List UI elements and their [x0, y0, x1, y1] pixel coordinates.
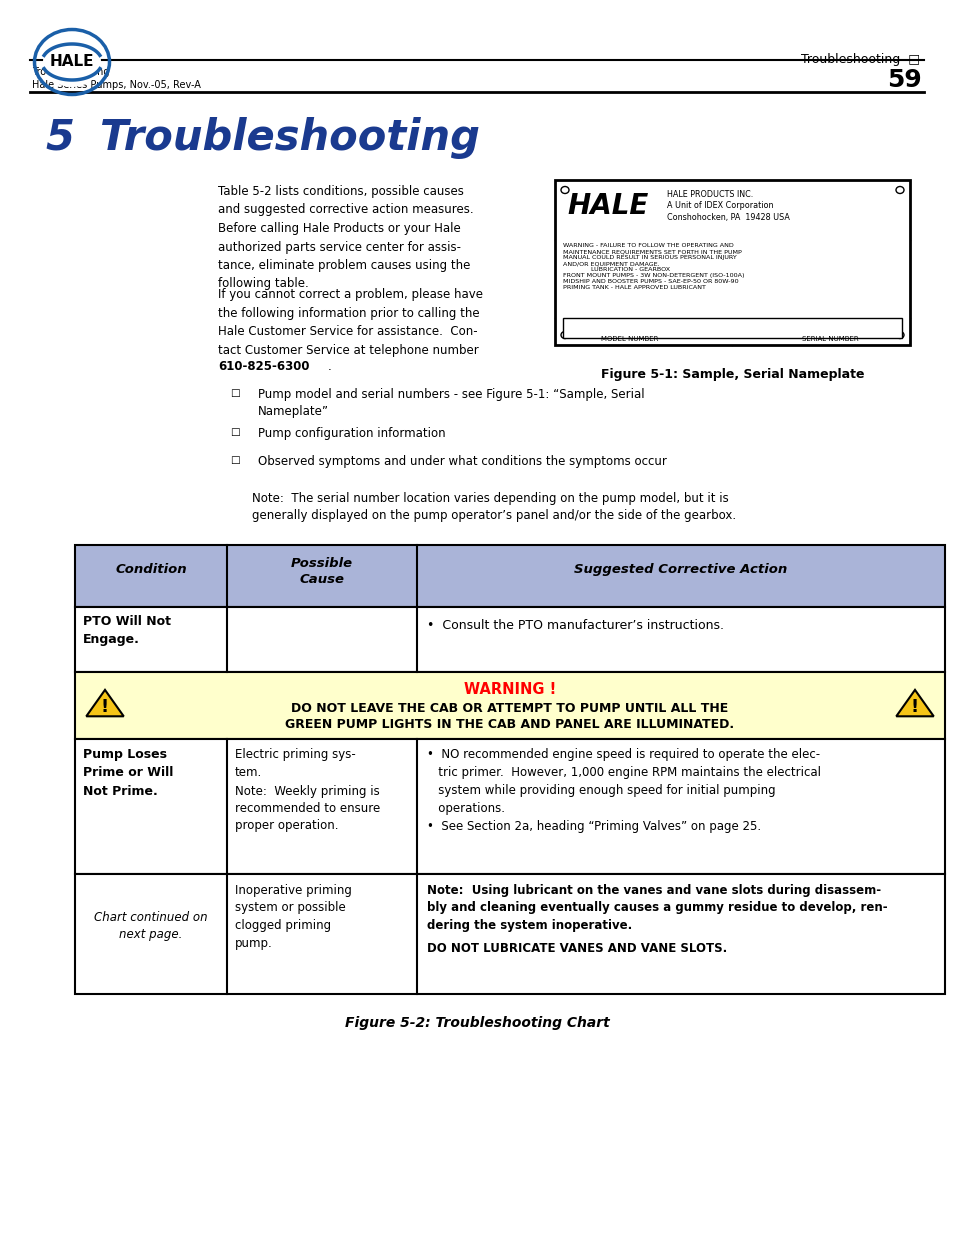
- Text: SERIAL NUMBER: SERIAL NUMBER: [801, 336, 858, 342]
- Text: Possible
Cause: Possible Cause: [291, 557, 353, 585]
- Ellipse shape: [895, 186, 903, 194]
- Text: !: !: [101, 698, 109, 716]
- Polygon shape: [86, 690, 124, 716]
- Text: HALE PRODUCTS INC.
A Unit of IDEX Corporation
Conshohocken, PA  19428 USA: HALE PRODUCTS INC. A Unit of IDEX Corpor…: [666, 190, 789, 222]
- Text: □: □: [230, 427, 239, 437]
- Text: Troubleshooting: Troubleshooting: [100, 117, 479, 159]
- Text: WARNING !: WARNING !: [463, 682, 556, 697]
- FancyBboxPatch shape: [75, 672, 944, 739]
- Text: DO NOT LEAVE THE CAB OR ATTEMPT TO PUMP UNTIL ALL THE: DO NOT LEAVE THE CAB OR ATTEMPT TO PUMP …: [291, 701, 728, 715]
- FancyBboxPatch shape: [555, 180, 909, 345]
- FancyBboxPatch shape: [562, 317, 901, 338]
- Text: 610-825-6300: 610-825-6300: [218, 359, 309, 373]
- Text: If you cannot correct a problem, please have
the following information prior to : If you cannot correct a problem, please …: [218, 288, 482, 357]
- FancyBboxPatch shape: [75, 545, 944, 606]
- FancyBboxPatch shape: [75, 739, 944, 874]
- Ellipse shape: [43, 37, 101, 86]
- Text: GREEN PUMP LIGHTS IN THE CAB AND PANEL ARE ILLUMINATED.: GREEN PUMP LIGHTS IN THE CAB AND PANEL A…: [285, 718, 734, 731]
- Text: Troubleshooting  □: Troubleshooting □: [801, 53, 919, 67]
- Text: PTO Will Not
Engage.: PTO Will Not Engage.: [83, 615, 171, 646]
- Text: Condition: Condition: [115, 563, 187, 576]
- Text: DO NOT LUBRICATE VANES AND VANE SLOTS.: DO NOT LUBRICATE VANES AND VANE SLOTS.: [427, 942, 726, 955]
- Text: Note:  Using lubricant on the vanes and vane slots during disassem-
bly and clea: Note: Using lubricant on the vanes and v…: [427, 884, 886, 932]
- FancyBboxPatch shape: [75, 606, 944, 672]
- Text: Pump model and serial numbers - see Figure 5-1: “Sample, Serial
Nameplate”: Pump model and serial numbers - see Figu…: [257, 388, 644, 417]
- Text: Observed symptoms and under what conditions the symptoms occur: Observed symptoms and under what conditi…: [257, 454, 666, 468]
- Polygon shape: [895, 690, 933, 716]
- Text: !: !: [910, 698, 918, 716]
- Ellipse shape: [895, 331, 903, 338]
- Text: Troubleshooting: Troubleshooting: [32, 67, 110, 77]
- Text: Chart continued on
next page.: Chart continued on next page.: [94, 911, 208, 941]
- Text: WARNING - FAILURE TO FOLLOW THE OPERATING AND
MAINTENANCE REQUIREMENTS SET FORTH: WARNING - FAILURE TO FOLLOW THE OPERATIN…: [562, 243, 743, 290]
- Text: .: .: [328, 359, 332, 373]
- Text: □: □: [230, 454, 239, 466]
- Text: Table 5-2 lists conditions, possible causes
and suggested corrective action meas: Table 5-2 lists conditions, possible cau…: [218, 185, 473, 290]
- Text: Figure 5-2: Troubleshooting Chart: Figure 5-2: Troubleshooting Chart: [344, 1016, 609, 1030]
- Text: □: □: [230, 388, 239, 398]
- Text: HALE: HALE: [50, 54, 94, 69]
- Text: 59: 59: [886, 68, 921, 91]
- Text: Pump configuration information: Pump configuration information: [257, 427, 445, 440]
- Text: 5: 5: [45, 117, 74, 159]
- FancyBboxPatch shape: [75, 874, 944, 994]
- Ellipse shape: [560, 331, 568, 338]
- Ellipse shape: [560, 186, 568, 194]
- Text: Suggested Corrective Action: Suggested Corrective Action: [574, 563, 787, 576]
- Text: Figure 5-1: Sample, Serial Nameplate: Figure 5-1: Sample, Serial Nameplate: [600, 368, 863, 382]
- Text: HALE: HALE: [566, 191, 648, 220]
- Text: Note:  The serial number location varies depending on the pump model, but it is
: Note: The serial number location varies …: [252, 492, 736, 522]
- Text: Inoperative priming
system or possible
clogged priming
pump.: Inoperative priming system or possible c…: [234, 884, 352, 950]
- Text: Electric priming sys-
tem.: Electric priming sys- tem.: [234, 748, 355, 778]
- Text: •  Consult the PTO manufacturer’s instructions.: • Consult the PTO manufacturer’s instruc…: [427, 619, 723, 632]
- Text: Hale Series Pumps, Nov.-05, Rev-A: Hale Series Pumps, Nov.-05, Rev-A: [32, 80, 201, 90]
- Text: •  NO recommended engine speed is required to operate the elec-
   tric primer. : • NO recommended engine speed is require…: [427, 748, 821, 832]
- Text: Pump Loses
Prime or Will
Not Prime.: Pump Loses Prime or Will Not Prime.: [83, 748, 173, 798]
- Text: MODEL NUMBER: MODEL NUMBER: [600, 336, 658, 342]
- Text: Note:  Weekly priming is
recommended to ensure
proper operation.: Note: Weekly priming is recommended to e…: [234, 785, 380, 832]
